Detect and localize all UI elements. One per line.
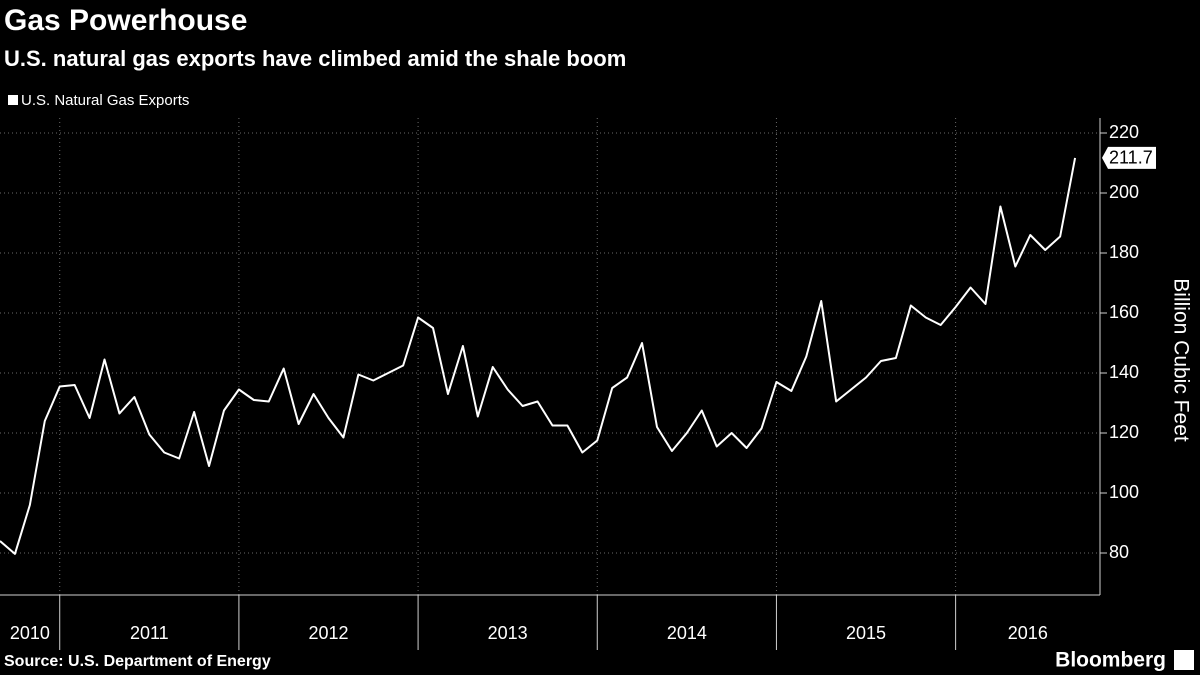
x-tick-label: 2014 [667,623,707,643]
legend-swatch [8,95,18,105]
last-value-box [1102,146,1156,169]
chart-title: Gas Powerhouse [4,4,247,37]
x-tick-label: 2015 [846,623,886,643]
brand-icon [1174,650,1194,670]
x-tick-label: 2012 [308,623,348,643]
y-tick-label: 80 [1109,542,1129,562]
chart-subtitle: U.S. natural gas exports have climbed am… [4,46,626,71]
data-line [0,157,1077,555]
y-tick-label: 120 [1109,422,1139,442]
last-value-text: 211.7 [1109,148,1153,168]
y-tick-label: 100 [1109,482,1139,502]
y-tick-label: 200 [1109,182,1139,202]
legend-label: U.S. Natural Gas Exports [21,92,189,109]
y-tick-label: 180 [1109,242,1139,262]
brand-logo: Bloomberg [1055,649,1166,672]
y-tick-label: 140 [1109,362,1139,382]
x-tick-label: 2013 [488,623,528,643]
last-value-label: 211.7 [1102,146,1156,169]
y-axis-label: Billion Cubic Feet [1169,278,1192,442]
y-tick-label: 160 [1109,302,1139,322]
x-tick-label: 2016 [1008,623,1048,643]
x-tick-label: 2010 [10,623,50,643]
x-tick-label: 2011 [130,623,169,643]
source-note: Source: U.S. Department of Energy [4,653,271,670]
y-tick-label: 220 [1109,122,1139,142]
